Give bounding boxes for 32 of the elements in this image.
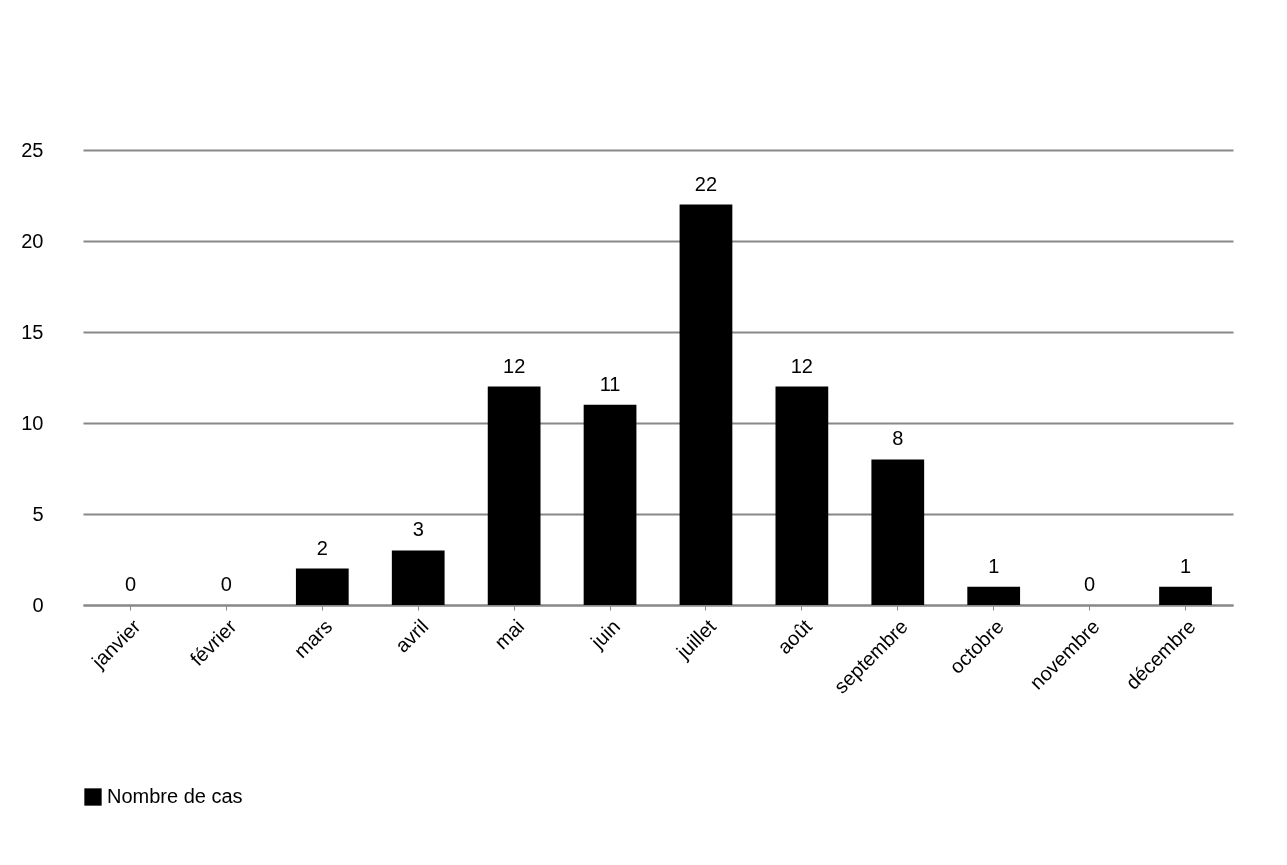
y-tick-label: 5 [32, 502, 44, 525]
y-tick-label: 20 [21, 229, 44, 252]
data-label: 12 [790, 354, 813, 377]
bar [1159, 586, 1212, 605]
data-label: 11 [599, 372, 621, 395]
bar [775, 386, 829, 605]
x-tick-label: mai [489, 615, 529, 654]
data-label: 0 [220, 573, 232, 595]
bar [871, 459, 925, 605]
y-tick-label: 15 [21, 320, 44, 343]
data-label: 1 [988, 554, 1000, 577]
data-label: 12 [503, 354, 526, 377]
bar [295, 568, 349, 605]
bar [487, 386, 541, 605]
data-label: 2 [316, 536, 328, 559]
legend-label: Nombre de cas [107, 785, 243, 807]
data-label: 0 [1084, 573, 1096, 595]
data-label: 1 [1179, 554, 1192, 577]
data-label: 0 [124, 573, 137, 595]
bar [967, 586, 1021, 605]
x-tick-label: avril [390, 615, 433, 657]
bar [391, 550, 445, 605]
y-tick-label: 10 [21, 411, 44, 434]
x-tick-label: juin [585, 615, 625, 654]
bar [679, 204, 733, 605]
data-label: 8 [892, 427, 904, 450]
data-label: 22 [694, 172, 718, 195]
y-tick-label: 0 [32, 593, 44, 616]
data-label: 3 [412, 518, 424, 541]
y-tick-label: 25 [21, 138, 44, 161]
bar [583, 404, 637, 605]
x-tick-label: août [772, 614, 817, 659]
